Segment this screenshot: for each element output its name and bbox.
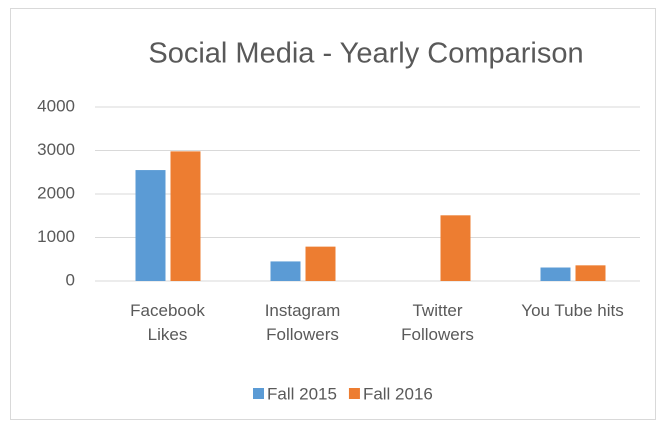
y-tick-label: 3000: [37, 140, 75, 159]
legend-swatch: [253, 388, 264, 399]
bar: [170, 151, 201, 281]
bar: [305, 246, 336, 281]
chart-title: Social Media - Yearly Comparison: [148, 38, 583, 70]
x-tick-label: Facebook Likes: [130, 301, 205, 344]
y-tick-label: 1000: [37, 227, 75, 246]
y-tick-label: 4000: [37, 96, 75, 115]
bar: [540, 267, 571, 281]
y-tick-label: 2000: [37, 183, 75, 202]
x-tick-label: Twitter Followers: [401, 301, 474, 344]
bar: [135, 170, 166, 281]
x-tick-label: Instagram Followers: [264, 301, 341, 344]
legend-swatch: [348, 388, 360, 399]
x-tick-label: You Tube hits: [521, 301, 624, 320]
bar: [440, 215, 471, 281]
chart-frame: [10, 8, 656, 420]
legend-label: Fall 2016: [363, 384, 433, 403]
y-tick-label: 0: [66, 270, 75, 289]
bar: [575, 265, 606, 281]
legend-label: Fall 2015: [267, 384, 337, 403]
bar: [270, 261, 301, 281]
